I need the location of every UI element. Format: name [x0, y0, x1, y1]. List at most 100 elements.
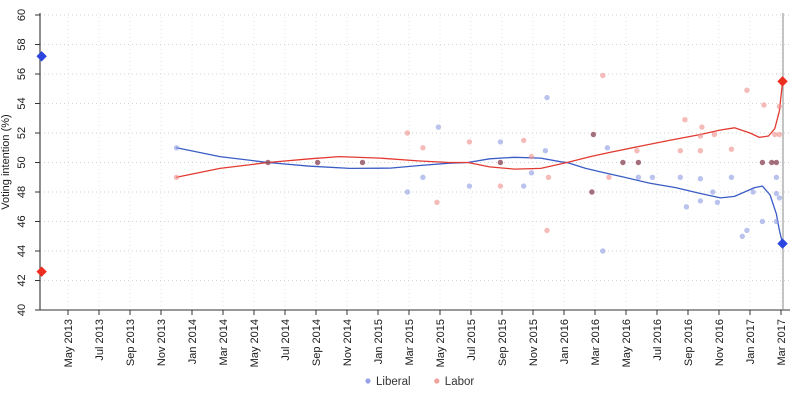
data-point-liberal [697, 176, 704, 182]
x-tick-label: Sep 2016 [683, 319, 695, 366]
data-point-liberal [739, 233, 745, 239]
x-tick-label: Mar 2014 [218, 319, 230, 365]
data-point-labor [521, 137, 527, 144]
data-point-labor [728, 146, 735, 152]
data-point-overlapping [635, 159, 642, 166]
data-point-labor [697, 133, 704, 139]
y-tick-label: 54 [16, 97, 28, 109]
data-point-liberal [497, 139, 504, 145]
data-point-labor [682, 117, 688, 123]
y-tick-label: 58 [16, 38, 28, 50]
data-point-overlapping [769, 159, 775, 166]
x-tick-label: May 2016 [621, 319, 633, 367]
data-point-liberal [728, 174, 735, 180]
data-point-liberal [773, 218, 780, 225]
data-point-labor [761, 102, 767, 108]
x-tick-label: Jul 2013 [94, 319, 106, 361]
data-point-labor [173, 174, 180, 180]
x-tick-label: Nov 2013 [156, 319, 168, 366]
y-tick-label: 60 [16, 9, 28, 21]
x-tick-label: Sep 2015 [497, 319, 509, 366]
x-tick-label: Jul 2015 [466, 319, 478, 361]
data-point-labor [466, 139, 473, 145]
data-point-liberal [604, 145, 611, 151]
labor-trend [175, 80, 784, 178]
legend-label-liberal: Liberal [376, 376, 411, 388]
y-tick-label: 48 [16, 186, 28, 198]
data-point-liberal [773, 174, 780, 180]
data-point-labor [776, 103, 783, 110]
x-tick-label: Jan 2017 [745, 319, 757, 364]
data-point-labor [634, 148, 640, 154]
data-point-labor [711, 131, 718, 138]
data-point-labor [545, 174, 552, 180]
x-tick-label: Jan 2015 [373, 319, 385, 364]
data-point-labor [528, 153, 535, 160]
data-point-labor [404, 130, 411, 136]
y-tick-label: 42 [16, 274, 28, 286]
data-point-labor [544, 227, 550, 234]
data-point-liberal [635, 174, 642, 180]
data-point-liberal [528, 170, 535, 176]
data-point-liberal [649, 174, 656, 180]
data-point-overlapping [265, 159, 271, 166]
election-result-diamond [36, 266, 47, 277]
data-point-liberal [683, 204, 690, 210]
data-point-liberal [759, 218, 766, 225]
data-point-overlapping [590, 131, 597, 138]
data-point-labor [600, 72, 606, 79]
data-point-liberal [542, 148, 549, 154]
data-point-labor [606, 174, 612, 180]
x-tick-label: May 2013 [63, 319, 75, 367]
data-point-liberal [744, 227, 750, 234]
data-point-liberal [600, 248, 606, 254]
x-tick-label: Mar 2015 [404, 319, 416, 365]
data-point-liberal [435, 124, 442, 130]
data-point-overlapping [589, 189, 595, 195]
data-point-overlapping [620, 159, 626, 166]
data-point-overlapping [759, 159, 766, 166]
y-tick-label: 40 [16, 304, 28, 316]
data-point-liberal [677, 174, 683, 180]
y-tick-label: 50 [16, 156, 28, 168]
data-point-labor [497, 183, 504, 189]
data-point-labor [677, 148, 683, 154]
data-point-liberal [776, 195, 783, 201]
data-point-liberal [710, 189, 716, 195]
y-axis-title: Voting intention (%) [0, 114, 12, 209]
legend-swatch-labor [434, 378, 440, 384]
x-tick-label: Jul 2016 [652, 319, 664, 361]
x-tick-label: Jan 2014 [187, 319, 199, 364]
x-tick-label: Nov 2015 [528, 319, 540, 366]
legend-label-labor: Labor [445, 376, 475, 388]
x-tick-label: Jan 2016 [559, 319, 571, 364]
data-point-overlapping [497, 159, 504, 166]
x-tick-label: Nov 2014 [342, 319, 354, 366]
x-tick-label: Nov 2016 [714, 319, 726, 366]
data-point-liberal [420, 174, 426, 180]
data-point-liberal [750, 189, 756, 195]
x-tick-label: Sep 2014 [311, 319, 323, 366]
x-tick-label: Sep 2013 [125, 319, 137, 366]
x-tick-label: May 2015 [435, 319, 447, 367]
data-point-liberal [697, 198, 704, 204]
data-point-labor [697, 148, 704, 154]
y-tick-label: 52 [16, 127, 28, 139]
data-point-labor [420, 145, 426, 151]
election-result-diamond [777, 238, 788, 249]
data-point-liberal [714, 199, 721, 205]
data-point-overlapping [314, 159, 321, 166]
data-point-liberal [521, 183, 527, 189]
x-tick-label: Jul 2014 [280, 319, 292, 361]
data-point-liberal [544, 94, 550, 101]
data-point-overlapping [773, 159, 780, 166]
data-point-labor [776, 131, 783, 138]
data-point-liberal [404, 189, 411, 195]
y-tick-label: 46 [16, 215, 28, 227]
x-tick-label: Mar 2017 [776, 319, 788, 365]
data-point-labor [744, 87, 750, 93]
x-tick-label: Mar 2016 [590, 319, 602, 365]
data-point-liberal [773, 190, 780, 197]
y-tick-label: 44 [16, 245, 28, 257]
